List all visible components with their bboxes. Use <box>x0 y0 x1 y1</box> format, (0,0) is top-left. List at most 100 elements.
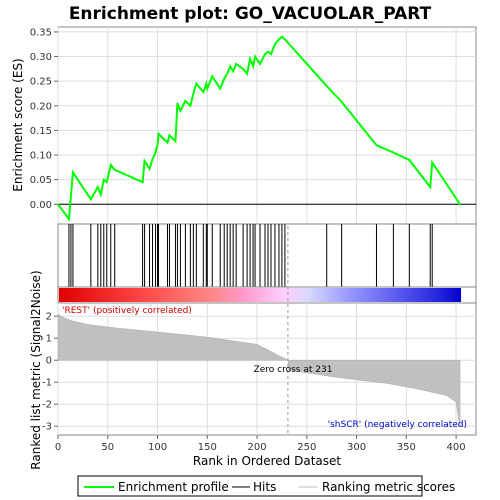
es-y-tick-label: 0.25 <box>30 77 52 88</box>
x-tick-label: 400 <box>447 442 466 453</box>
es-y-tick-label: 0.15 <box>30 126 52 137</box>
es-point <box>229 65 231 68</box>
ranking-gradient <box>59 288 462 302</box>
legend-hits-label: Hits <box>253 480 276 494</box>
es-point <box>252 65 254 68</box>
es-point <box>408 159 411 161</box>
es-point <box>184 100 187 102</box>
es-point <box>143 160 146 162</box>
metric-panel: -3 -2 -1 0 1 2 'REST' (positively correlated)… <box>29 226 477 470</box>
zero-cross-label: Zero cross at 231 <box>254 365 333 375</box>
es-point <box>242 68 244 70</box>
hits-panel <box>57 223 477 288</box>
es-point <box>148 168 151 170</box>
ranking-color-bar <box>57 286 477 304</box>
x-axis-label: Rank in Ordered Dataset <box>193 454 341 468</box>
metric-y-tick-label: -2 <box>42 400 52 411</box>
es-point <box>340 101 343 103</box>
es-point <box>219 87 222 90</box>
es-point <box>459 203 461 206</box>
es-point <box>156 143 159 146</box>
es-point <box>375 144 378 146</box>
es-point <box>151 158 154 160</box>
es-point <box>68 218 70 220</box>
es-point <box>259 63 261 65</box>
positive-correlation-label: 'REST' (positively correlated) <box>62 306 192 316</box>
es-point <box>431 161 434 164</box>
legend-metric-label: Ranking metric scores <box>322 480 455 494</box>
es-point <box>189 105 192 107</box>
es-point <box>232 70 234 73</box>
es-point <box>192 92 195 95</box>
es-point <box>235 63 237 65</box>
es-point <box>223 77 226 80</box>
hit-marks <box>68 224 433 287</box>
metric-y-axis-label: Ranked list metric (Signal2Noise) <box>29 270 43 469</box>
es-point <box>141 181 144 183</box>
es-y-tick-label: 0.10 <box>30 151 52 162</box>
es-y-axis-label: Enrichment score (ES) <box>11 58 25 191</box>
es-point <box>109 164 112 166</box>
es-point <box>90 198 92 201</box>
metric-y-tick-label: 2 <box>46 312 52 323</box>
es-point <box>254 55 256 58</box>
es-point <box>267 50 269 53</box>
x-tick-label: 0 <box>55 442 61 453</box>
es-y-tick-label: 0.30 <box>30 52 52 63</box>
es-point <box>105 181 108 183</box>
es-y-tick-label: 0.00 <box>30 200 52 211</box>
es-point <box>176 102 179 105</box>
es-point <box>392 151 395 154</box>
es-y-tick-label: 0.05 <box>30 175 52 186</box>
legend-frame <box>77 475 423 497</box>
x-tick-label: 200 <box>248 442 267 453</box>
es-point <box>264 53 266 55</box>
chart-title: Enrichment plot: GO_VACUOLAR_PART <box>69 4 432 24</box>
es-point <box>270 53 272 55</box>
es-y-tick-label: 0.35 <box>30 27 52 38</box>
es-point <box>166 141 169 144</box>
es-point <box>174 140 177 143</box>
es-point <box>195 82 198 85</box>
es-point <box>157 133 160 135</box>
es-point <box>168 134 171 137</box>
es-point <box>325 85 328 87</box>
x-tick-label: 300 <box>347 442 366 453</box>
es-point <box>113 169 116 171</box>
metric-y-tick-label: 1 <box>46 334 52 345</box>
es-y-ticks: 0.00 0.05 0.10 0.15 0.20 0.25 0.30 0.35 <box>30 27 58 211</box>
metric-y-tick-label: -1 <box>42 378 52 389</box>
es-point <box>226 72 228 75</box>
es-point <box>154 151 157 154</box>
legend-enrichment-label: Enrichment profile <box>118 480 229 494</box>
es-point <box>211 75 214 78</box>
es-point <box>278 38 280 41</box>
es-point <box>274 43 276 46</box>
es-point <box>429 186 432 188</box>
metric-y-tick-label: -3 <box>42 422 52 433</box>
es-point <box>202 91 205 93</box>
x-ticks: 0 50 100 150 200 250 300 350 400 <box>55 435 466 453</box>
metric-y-ticks: -3 -2 -1 0 1 2 <box>42 312 58 433</box>
es-point <box>179 109 182 112</box>
es-point <box>249 58 251 60</box>
metric-y-tick-label: 0 <box>46 356 52 367</box>
es-point <box>284 38 286 41</box>
x-tick-label: 50 <box>101 442 114 453</box>
es-point <box>205 82 208 85</box>
es-point <box>72 171 74 174</box>
es-points <box>57 36 461 220</box>
es-point <box>99 193 102 196</box>
es-grid <box>57 27 476 224</box>
es-point <box>281 36 283 38</box>
x-tick-label: 250 <box>297 442 316 453</box>
es-point <box>57 203 59 206</box>
es-point <box>206 87 209 90</box>
x-tick-label: 100 <box>148 442 167 453</box>
x-tick-label: 350 <box>397 442 416 453</box>
negative-correlation-label: 'shSCR' (negatively correlated) <box>328 420 467 430</box>
es-y-tick-label: 0.20 <box>30 101 52 112</box>
es-point <box>246 72 248 75</box>
legend: Enrichment profile Hits Ranking metric s… <box>77 475 455 497</box>
